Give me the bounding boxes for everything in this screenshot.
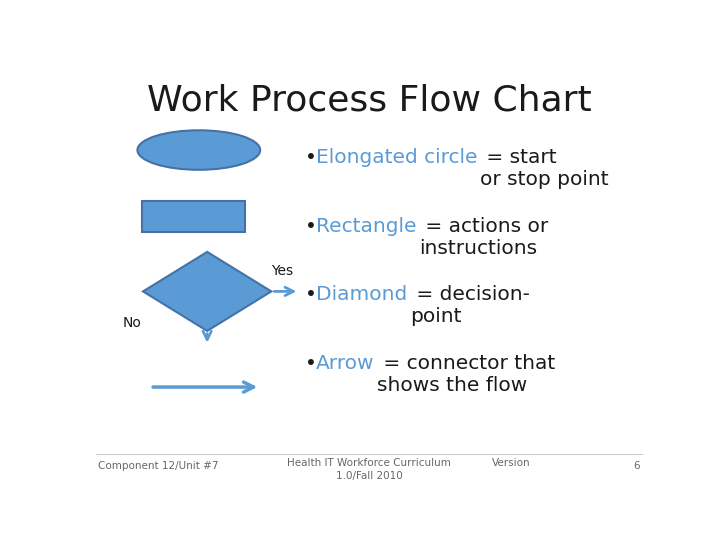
- Text: •: •: [305, 285, 317, 304]
- Text: No: No: [123, 315, 142, 329]
- Text: •: •: [305, 217, 317, 235]
- Text: Version: Version: [492, 458, 531, 468]
- Polygon shape: [143, 252, 271, 331]
- Text: = start
or stop point: = start or stop point: [480, 148, 609, 189]
- Ellipse shape: [138, 130, 260, 170]
- Text: •: •: [305, 354, 317, 373]
- Text: Elongated circle: Elongated circle: [316, 148, 477, 167]
- Text: Work Process Flow Chart: Work Process Flow Chart: [147, 84, 591, 118]
- Text: Diamond: Diamond: [316, 285, 408, 304]
- Text: Health IT Workforce Curriculum
1.0/Fall 2010: Health IT Workforce Curriculum 1.0/Fall …: [287, 458, 451, 481]
- Text: = decision-
point: = decision- point: [410, 285, 530, 326]
- Text: = connector that
shows the flow: = connector that shows the flow: [377, 354, 556, 395]
- Text: Component 12/Unit #7: Component 12/Unit #7: [99, 461, 219, 471]
- Text: •: •: [305, 148, 317, 167]
- Text: 6: 6: [633, 461, 639, 471]
- Text: = actions or
instructions: = actions or instructions: [419, 217, 549, 258]
- Text: Rectangle: Rectangle: [316, 217, 416, 235]
- FancyBboxPatch shape: [142, 201, 245, 232]
- Text: Yes: Yes: [271, 264, 294, 278]
- Text: Arrow: Arrow: [316, 354, 374, 373]
